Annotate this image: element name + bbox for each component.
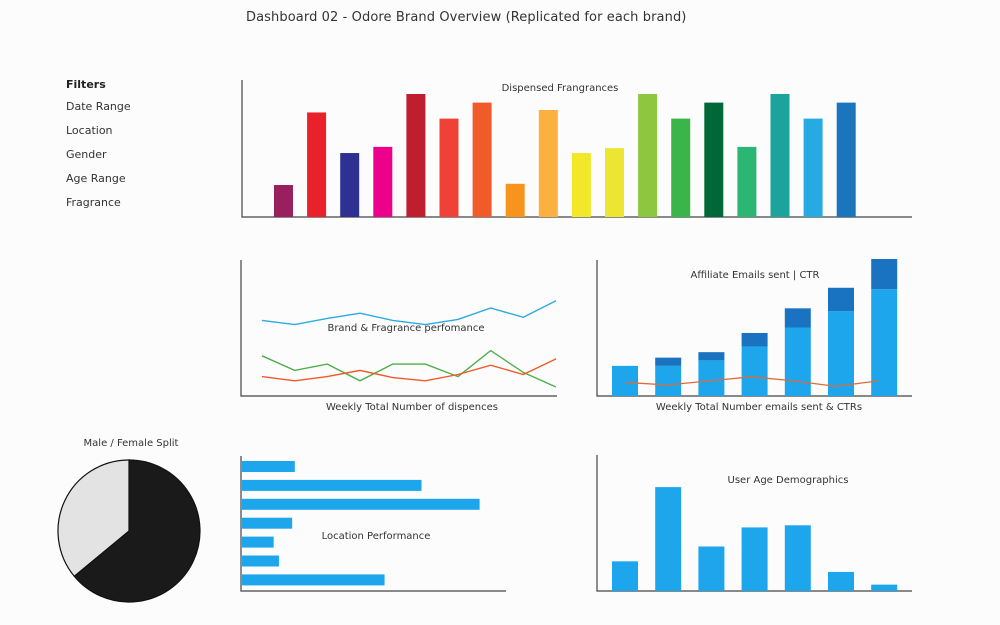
gender-pie-title: Male / Female Split (84, 438, 179, 449)
dispensed-bar-7 (472, 102, 492, 217)
email-bar-4-seg-2 (741, 332, 768, 347)
location-bar-1 (242, 461, 295, 472)
filter-location[interactable]: Location (66, 124, 113, 137)
age-bar-6 (828, 571, 854, 591)
email-bar-3-seg-1 (698, 360, 725, 396)
location-performance-title: Location Performance (322, 531, 431, 542)
age-demographics-chart (596, 455, 912, 592)
filter-date-range[interactable]: Date Range (66, 100, 131, 113)
age-bar-3 (698, 546, 725, 591)
email-bar-1-seg-1 (612, 365, 638, 396)
ctr-line (624, 376, 879, 388)
dispensed-bar-12 (638, 94, 658, 217)
affiliate-emails-title: Affiliate Emails sent | CTR (691, 270, 820, 281)
dispensed-bar-16 (770, 94, 790, 217)
dispensed-bar-2 (307, 112, 327, 217)
email-bar-7-seg-1 (871, 289, 898, 396)
location-bar-5 (242, 536, 274, 548)
filter-gender[interactable]: Gender (66, 148, 107, 161)
dispensed-bar-4 (373, 146, 393, 217)
location-bar-2 (242, 479, 422, 491)
dispensed-bar-13 (671, 118, 691, 217)
dispensed-bar-8 (505, 183, 525, 217)
email-bar-3-seg-2 (698, 352, 725, 361)
location-bar-7 (242, 574, 385, 586)
location-bar-3 (242, 498, 480, 510)
age-bar-4 (741, 527, 768, 591)
gender-pie-slice-2 (57, 459, 130, 578)
affiliate-emails-chart (596, 259, 912, 397)
brand-performance-chart (240, 260, 557, 397)
brand-performance-axes (240, 260, 557, 397)
location-bar-6 (242, 555, 279, 567)
email-bar-5-seg-1 (784, 327, 811, 396)
location-performance-axes (240, 456, 506, 592)
page-title: Dashboard 02 - Odore Brand Overview (Rep… (246, 10, 687, 25)
dispensed-bar-9 (538, 109, 558, 217)
dispensed-bar-14 (704, 102, 724, 217)
filter-age-range[interactable]: Age Range (66, 172, 126, 185)
age-bar-7 (871, 584, 898, 591)
dispensed-bar-11 (605, 148, 624, 217)
age-demographics-title: User Age Demographics (728, 475, 849, 486)
brand-performance-line-2 (261, 349, 557, 388)
brand-performance-line-3 (261, 358, 557, 382)
location-performance-chart (240, 456, 506, 592)
email-bar-7-seg-2 (871, 259, 898, 290)
location-bar-4 (242, 517, 293, 529)
email-bar-2-seg-2 (655, 357, 682, 366)
brand-performance-line-1 (261, 300, 557, 326)
age-bar-2 (655, 487, 682, 591)
age-bar-1 (612, 561, 638, 591)
email-bar-2-seg-1 (655, 365, 682, 396)
email-bar-5-seg-2 (784, 308, 811, 328)
email-bar-6-seg-2 (828, 287, 854, 312)
brand-performance-xlabel: Weekly Total Number of dispences (326, 402, 498, 413)
gender-pie-chart (57, 459, 201, 603)
dispensed-bar-15 (737, 146, 757, 217)
dispensed-bar-18 (836, 102, 856, 217)
dispensed-bar-10 (571, 153, 591, 217)
email-bar-4-seg-1 (741, 346, 768, 396)
age-bar-5 (784, 525, 811, 591)
dispensed-bar-1 (274, 185, 293, 217)
gender-pie-slice-1 (73, 459, 201, 603)
filters-title: Filters (66, 78, 106, 91)
dispensed-bar-5 (406, 94, 426, 217)
filters-panel: Filters Date Range Location Gender Age R… (66, 78, 131, 220)
dispensed-bar-3 (340, 153, 360, 217)
dispensed-bar-6 (439, 118, 459, 217)
dispensed-title: Dispensed Frangrances (502, 83, 619, 94)
affiliate-emails-xlabel: Weekly Total Number emails sent & CTRs (656, 402, 862, 413)
dispensed-chart (241, 80, 912, 218)
filter-fragrance[interactable]: Fragrance (66, 196, 121, 209)
email-bar-6-seg-1 (828, 311, 854, 396)
dispensed-bar-17 (803, 118, 823, 217)
brand-performance-title: Brand & Fragrance perfomance (327, 323, 484, 334)
